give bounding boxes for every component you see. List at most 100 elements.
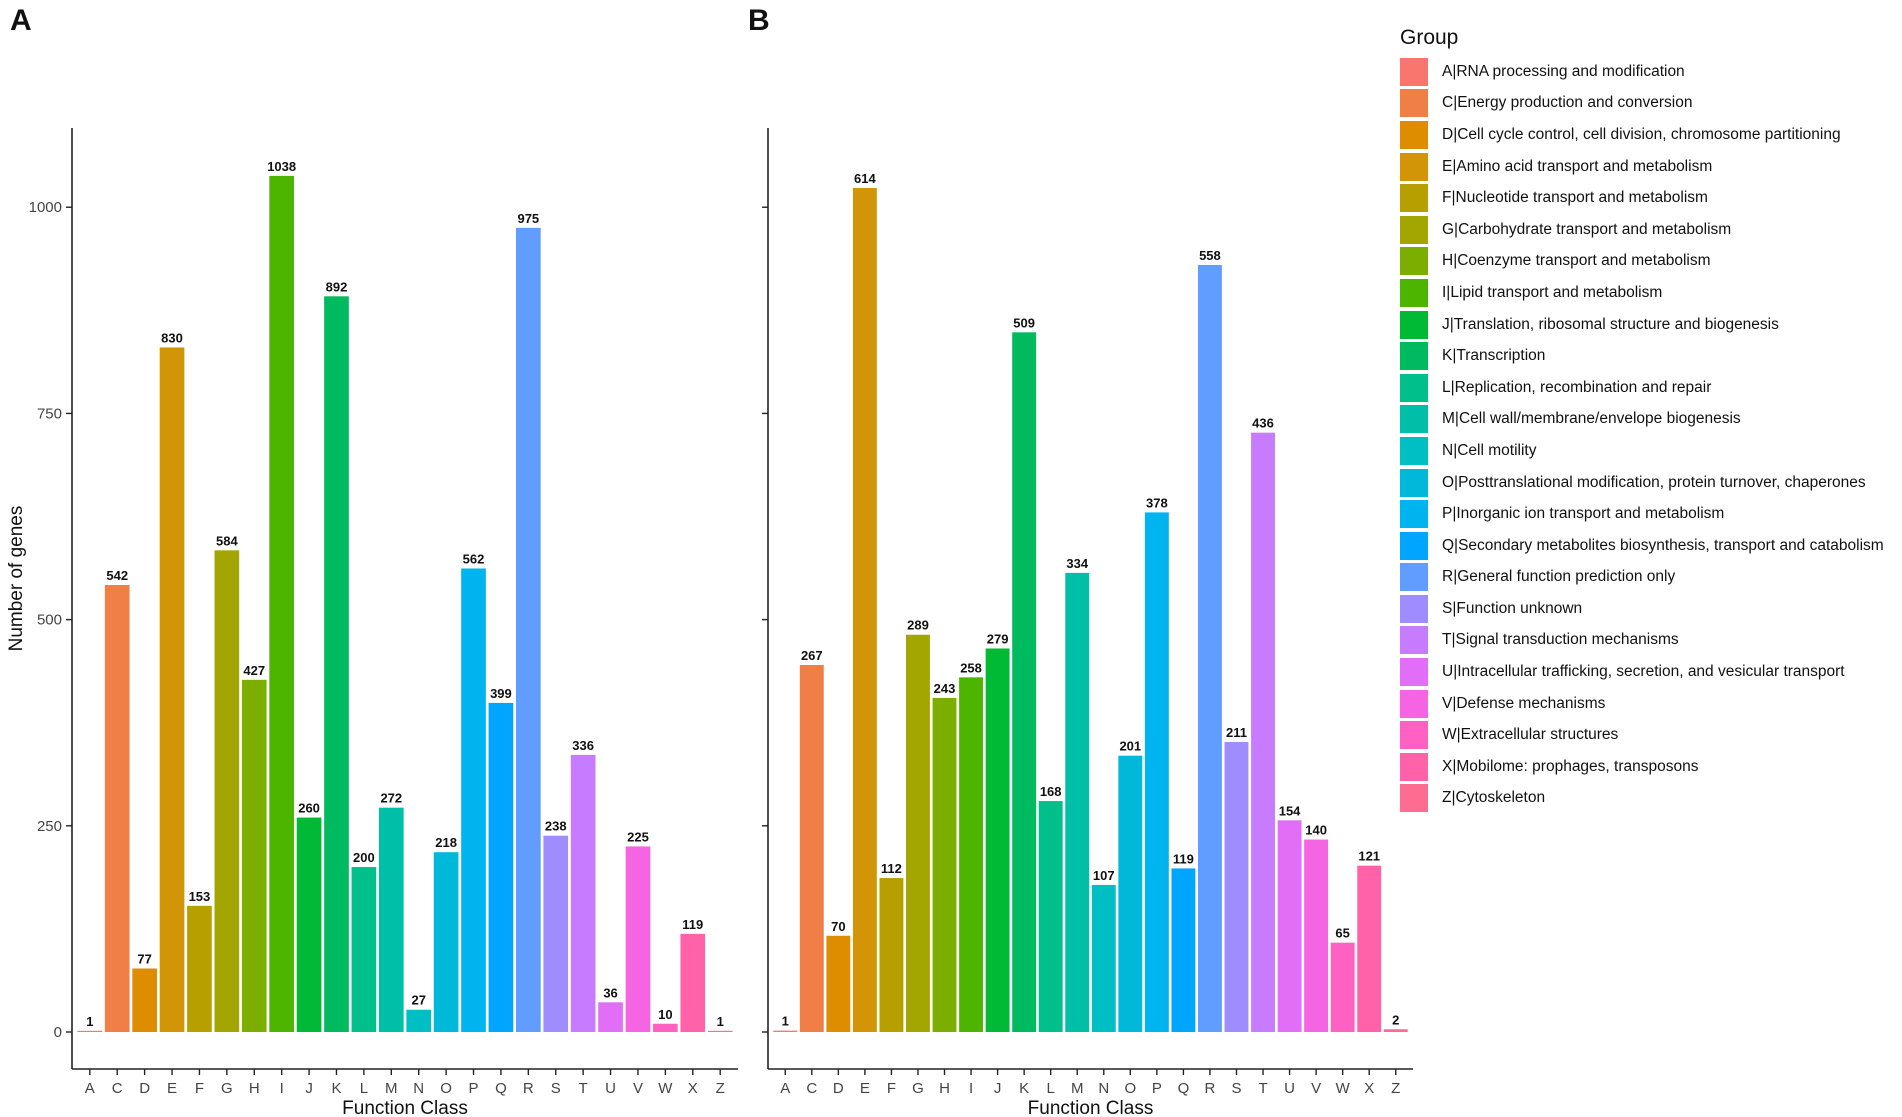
data-label: 77 (137, 951, 151, 966)
legend-swatch (1400, 184, 1428, 213)
data-label: 542 (106, 568, 128, 583)
x-tick-label: W (658, 1080, 673, 1097)
data-label: 1038 (267, 159, 296, 174)
legend-item: C|Energy production and conversion (1400, 88, 1884, 120)
x-tick-label: C (806, 1080, 817, 1097)
legend-swatch (1400, 563, 1428, 592)
bar-h (932, 697, 957, 1032)
bar-f (187, 905, 212, 1032)
legend-item: U|Intracellular trafficking, secretion, … (1400, 656, 1884, 688)
x-tick-label: U (1284, 1080, 1295, 1097)
bar-g (214, 550, 240, 1032)
data-label: 1 (86, 1014, 93, 1029)
legend-swatch (1400, 689, 1428, 718)
data-label: 27 (411, 993, 425, 1008)
x-tick-label: P (469, 1080, 479, 1097)
legend-label: W|Extracellular structures (1442, 726, 1619, 744)
x-tick-label: V (1311, 1080, 1321, 1097)
bar-k (1012, 332, 1037, 1032)
legend-label: S|Function unknown (1442, 599, 1583, 617)
legend-label: H|Coenzyme transport and metabolism (1442, 252, 1711, 270)
x-axis-title-a: Function Class (342, 1098, 468, 1117)
legend-label: E|Amino acid transport and metabolism (1442, 157, 1713, 175)
data-label: 153 (189, 889, 211, 904)
bar-j (296, 817, 322, 1032)
data-label: 260 (298, 801, 320, 816)
legend-swatch (1400, 152, 1428, 181)
data-label: 200 (353, 850, 375, 865)
legend-swatch (1400, 373, 1428, 402)
data-label: 10 (658, 1007, 672, 1022)
data-label: 201 (1119, 739, 1141, 754)
legend-title: Group (1400, 26, 1459, 49)
data-label: 334 (1066, 556, 1088, 571)
bar-p (1144, 512, 1169, 1032)
bar-j (985, 648, 1010, 1032)
y-tick-label: 500 (37, 612, 62, 629)
data-label: 218 (435, 835, 457, 850)
legend-label: Q|Secondary metabolites biosynthesis, tr… (1442, 536, 1884, 554)
legend-item: G|Carbohydrate transport and metabolism (1400, 214, 1884, 246)
y-axis-title-a: Number of genes (6, 506, 27, 652)
legend-item: O|Posttranslational modification, protei… (1400, 467, 1884, 499)
x-tick-label: A (780, 1080, 790, 1097)
bar-v (625, 846, 651, 1032)
legend-label: K|Transcription (1442, 347, 1546, 365)
data-label: 65 (1335, 926, 1349, 941)
data-label: 154 (1279, 803, 1301, 818)
data-label: 830 (161, 330, 183, 345)
x-tick-label: V (633, 1080, 643, 1097)
x-axis-title-b: Function Class (1028, 1098, 1154, 1117)
legend-item: E|Amino acid transport and metabolism (1400, 151, 1884, 183)
data-label: 427 (243, 663, 265, 678)
legend-swatch (1400, 310, 1428, 339)
legend: Group A|RNA processing and modification C… (1400, 26, 1884, 814)
data-label: 1 (782, 1014, 789, 1029)
data-label: 243 (934, 681, 956, 696)
legend-label: C|Energy production and conversion (1442, 94, 1693, 112)
legend-label: A|RNA processing and modification (1442, 62, 1685, 80)
bar-k (324, 296, 349, 1033)
legend-label: J|Translation, ribosomal structure and b… (1442, 315, 1779, 333)
x-tick-label: Q (495, 1080, 507, 1097)
x-tick-label: M (1071, 1080, 1084, 1097)
x-tick-label: E (167, 1080, 177, 1097)
bar-e (159, 347, 185, 1032)
x-tick-label: E (860, 1080, 870, 1097)
legend-swatch (1400, 342, 1428, 371)
legend-swatch (1400, 436, 1428, 465)
legend-swatch (1400, 594, 1428, 623)
data-label: 558 (1199, 248, 1221, 263)
x-tick-label: Z (716, 1080, 725, 1097)
data-label: 279 (987, 631, 1009, 646)
data-label: 562 (463, 551, 485, 566)
x-tick-label: L (1047, 1080, 1055, 1097)
data-label: 107 (1093, 868, 1115, 883)
legend-item: K|Transcription (1400, 340, 1884, 372)
bar-o (433, 852, 459, 1032)
data-label: 614 (854, 171, 876, 186)
bar-x (1357, 865, 1382, 1032)
data-label: 584 (216, 533, 238, 548)
x-tick-label: L (360, 1080, 368, 1097)
data-label: 119 (1173, 851, 1194, 866)
legend-item: H|Coenzyme transport and metabolism (1400, 246, 1884, 278)
bar-f (879, 878, 904, 1032)
data-label: 289 (907, 618, 929, 633)
bar-t (1251, 432, 1275, 1033)
x-tick-label: F (195, 1080, 204, 1097)
legend-item: R|General function prediction only (1400, 562, 1884, 594)
legend-item: S|Function unknown (1400, 593, 1884, 625)
legend-label: F|Nucleotide transport and metabolism (1442, 189, 1708, 207)
bar-w (653, 1023, 678, 1032)
data-label: 272 (380, 791, 402, 806)
legend-item: X|Mobilome: prophages, transposons (1400, 751, 1884, 783)
bar-m (378, 807, 404, 1032)
legend-swatch (1400, 57, 1428, 86)
x-tick-label: W (1336, 1080, 1351, 1097)
bar-d (132, 968, 157, 1032)
x-tick-label: O (440, 1080, 452, 1097)
x-tick-label: J (305, 1080, 313, 1097)
bar-l (351, 867, 377, 1032)
